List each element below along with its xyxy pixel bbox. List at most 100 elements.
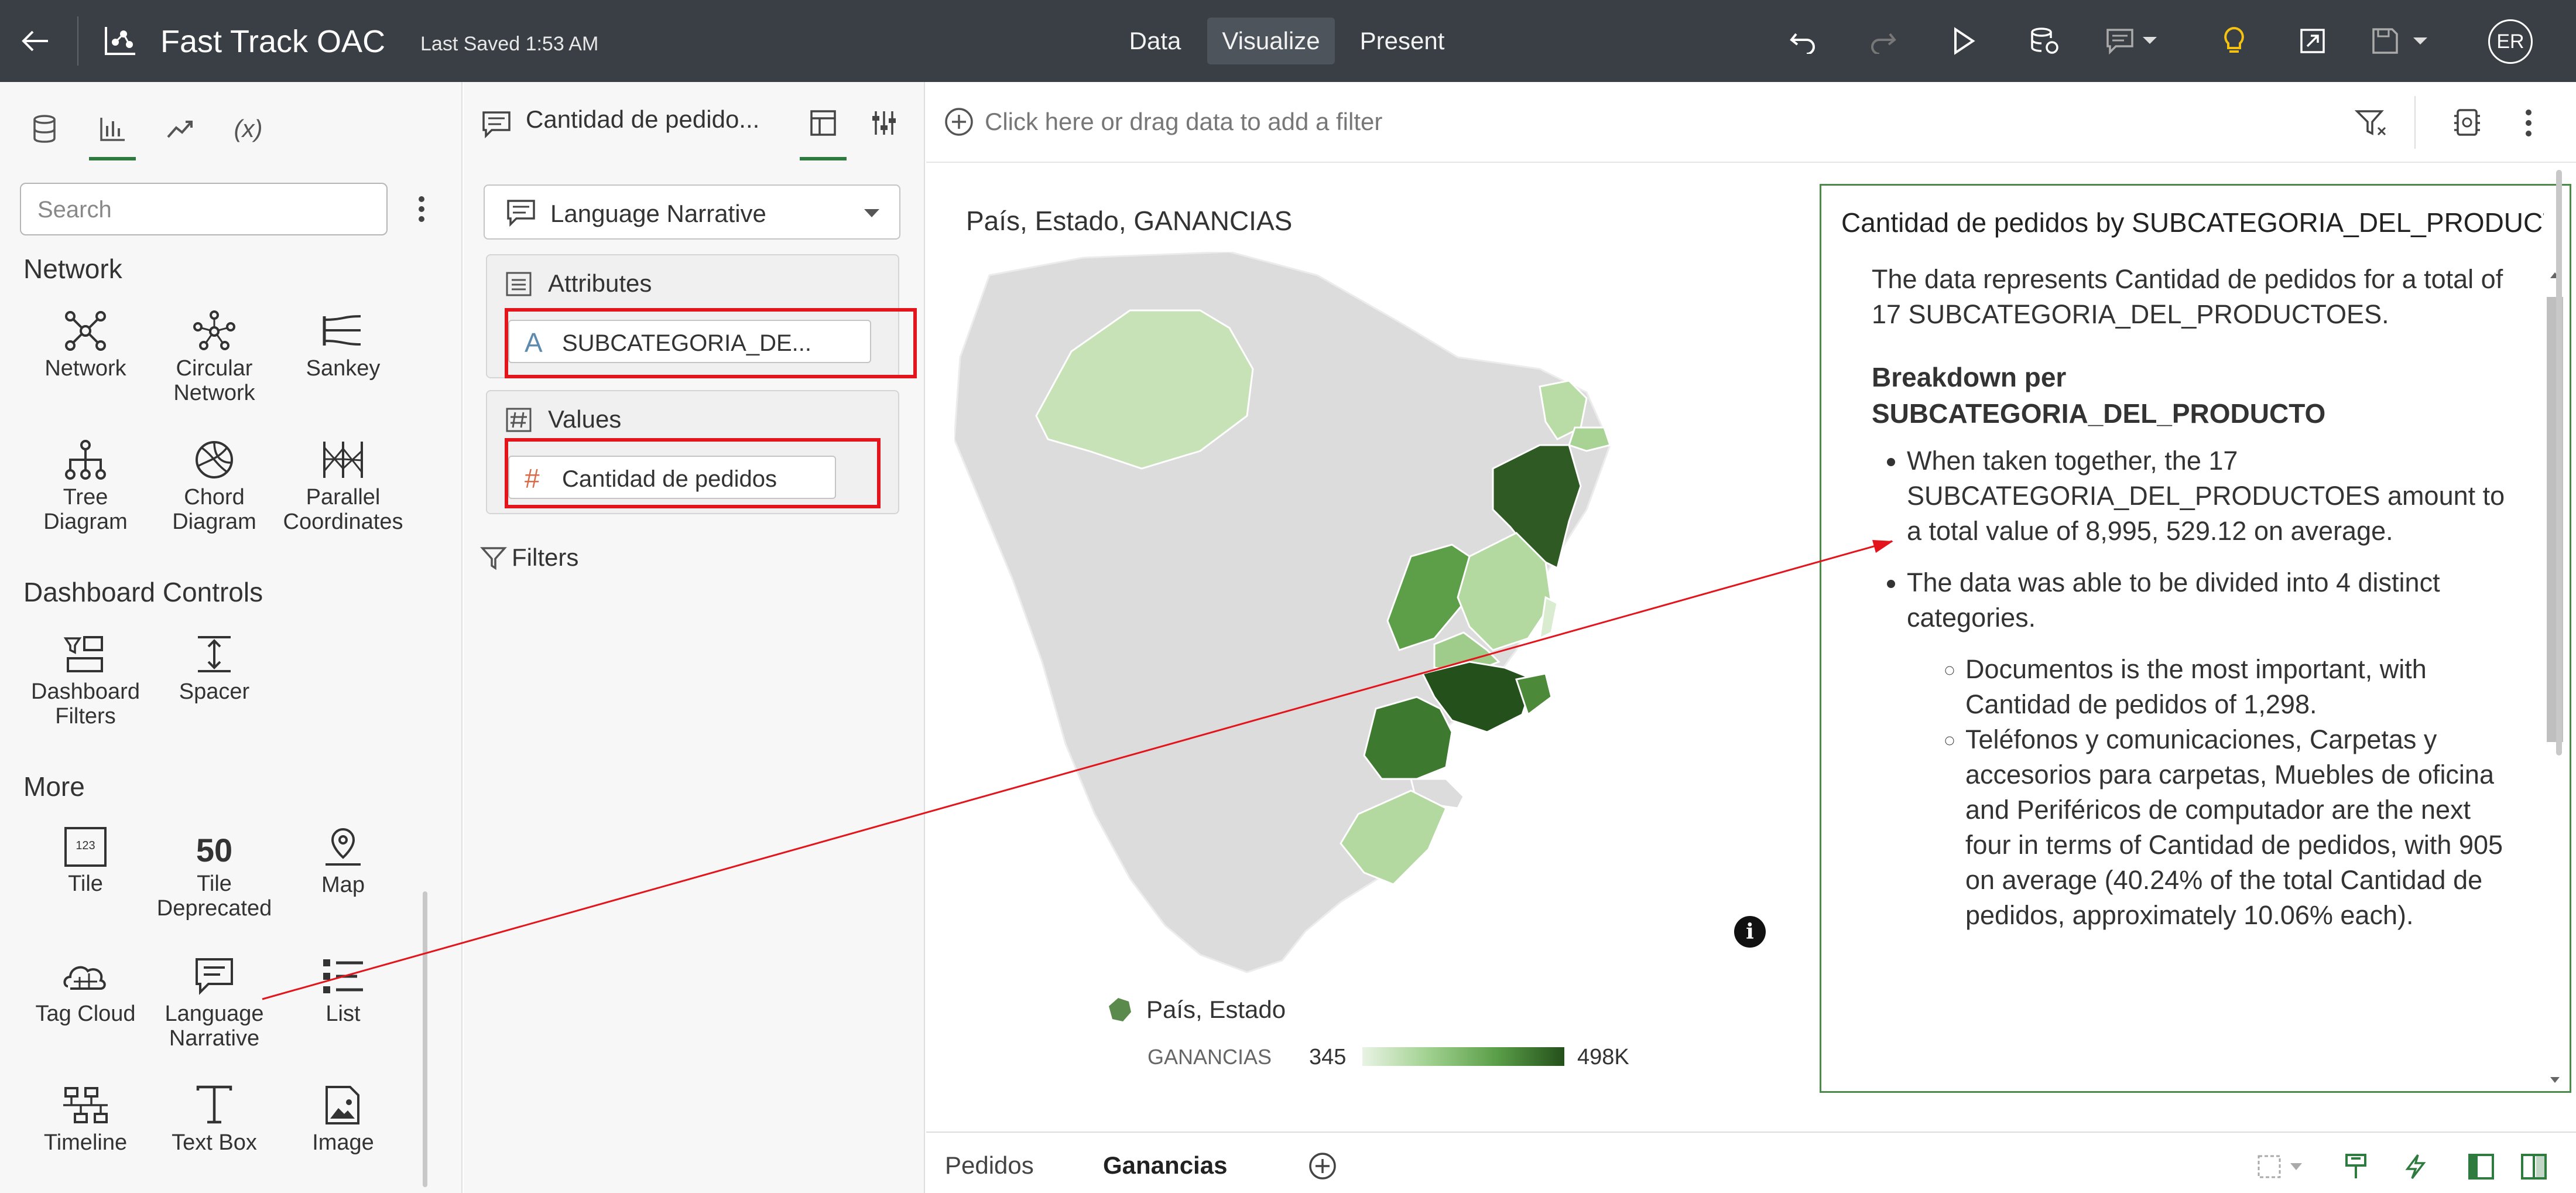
- brush-icon[interactable]: [2343, 1153, 2369, 1181]
- viz-label: Circular Network: [173, 356, 255, 405]
- narrative-intro: The data represents Cantidad de pedidos …: [1872, 264, 2503, 329]
- dashboard-filters-icon: [63, 636, 103, 672]
- chord-diagram-icon: [196, 441, 233, 478]
- highlight-box-value: [505, 438, 881, 508]
- save-icon[interactable]: [2371, 23, 2435, 59]
- grammar-tab-icon[interactable]: [809, 109, 837, 137]
- attributes-icon: [506, 272, 532, 296]
- add-canvas-icon[interactable]: [1308, 1151, 1337, 1181]
- visualization-canvas: País, Estado, GANANCIAS País, Estado GAN…: [926, 164, 2576, 1130]
- viz-tile[interactable]: 123 Tile: [21, 827, 150, 896]
- values-label: Values: [548, 405, 622, 433]
- text-box-icon: [196, 1085, 232, 1124]
- narrative-bullet-text: The data was able to be divided into 4 d…: [1907, 568, 2440, 633]
- chevron-down-icon: [864, 209, 879, 217]
- insights-bulb-icon[interactable]: [2217, 23, 2252, 59]
- narrative-viz-icon: [507, 200, 535, 227]
- sankey-icon: [323, 315, 361, 346]
- legend-measure: GANANCIAS: [1147, 1045, 1272, 1069]
- region-parana: [1363, 696, 1453, 780]
- narrative-scrollbar[interactable]: [2544, 262, 2565, 1091]
- back-arrow-icon[interactable]: [16, 22, 54, 60]
- viz-type-dropdown[interactable]: Language Narrative: [484, 184, 900, 240]
- viz-label: Tile Deprecated: [156, 871, 272, 921]
- undo-icon[interactable]: [1786, 23, 1821, 59]
- data-icon[interactable]: [21, 105, 68, 152]
- filters-label[interactable]: Filters: [512, 543, 579, 571]
- viz-spacer[interactable]: Spacer: [150, 634, 279, 704]
- parallel-coordinates-icon: [323, 442, 363, 478]
- viz-label: Dashboard Filters: [31, 679, 140, 729]
- viz-map[interactable]: Map: [279, 827, 407, 897]
- nav-present[interactable]: Present: [1359, 27, 1445, 54]
- viz-network[interactable]: Network: [21, 310, 150, 381]
- analytics-icon[interactable]: [157, 105, 204, 152]
- visualizations-icon[interactable]: [89, 105, 136, 152]
- layout-grid-icon[interactable]: [2256, 1154, 2309, 1180]
- comment-icon[interactable]: [2105, 23, 2164, 59]
- viz-language-narrative[interactable]: Language Narrative: [150, 956, 279, 1051]
- viz-dashboard-filters[interactable]: Dashboard Filters: [21, 634, 150, 729]
- toggle-right-panel-icon[interactable]: [2520, 1153, 2548, 1181]
- add-filter-icon[interactable]: [944, 107, 974, 137]
- nav-visualize[interactable]: Visualize: [1207, 18, 1335, 64]
- map-pin-icon: [326, 828, 361, 866]
- export-icon[interactable]: [2295, 23, 2330, 59]
- viz-list[interactable]: List: [279, 956, 407, 1026]
- play-icon[interactable]: [1946, 23, 1981, 59]
- user-avatar[interactable]: ER: [2488, 19, 2533, 64]
- attribute-pill[interactable]: A SUBCATEGORIA_DE...: [508, 320, 871, 363]
- viz-circular-network[interactable]: Circular Network: [150, 310, 279, 405]
- language-narrative-viz[interactable]: Cantidad de pedidos by SUBCATEGORIA_DEL_…: [1820, 184, 2571, 1093]
- active-tab-indicator: [800, 157, 847, 160]
- viz-tile-deprecated[interactable]: 50 Tile Deprecated: [150, 827, 279, 921]
- viz-chord-diagram[interactable]: Chord Diagram: [150, 439, 279, 534]
- viz-tag-cloud[interactable]: Tag Cloud: [21, 956, 150, 1026]
- viz-tree-diagram[interactable]: Tree Diagram: [21, 439, 150, 534]
- viz-text-box[interactable]: Text Box: [150, 1085, 279, 1155]
- filter-settings-icon[interactable]: [2355, 108, 2386, 137]
- canvas-menu-icon[interactable]: [2520, 108, 2537, 139]
- info-icon[interactable]: i: [1734, 916, 1766, 948]
- grammar-viz-title: Cantidad de pedido...: [526, 105, 760, 133]
- calculations-tab[interactable]: (x): [234, 115, 263, 142]
- viz-sankey[interactable]: Sankey: [279, 310, 407, 381]
- legend-max-value: 498K: [1577, 1045, 1629, 1069]
- viz-label: Chord Diagram: [172, 485, 256, 534]
- search-input[interactable]: Search: [20, 183, 388, 235]
- values-dropzone[interactable]: Values # Cantidad de pedidos: [486, 390, 899, 514]
- auto-apply-icon[interactable]: [2403, 1153, 2428, 1181]
- data-panel: (x) Search Network Network Circular Netw…: [0, 82, 463, 1193]
- attributes-dropzone[interactable]: Attributes A SUBCATEGORIA_DE...: [486, 254, 899, 378]
- refresh-data-icon[interactable]: [2027, 23, 2062, 59]
- viz-label: Tree Diagram: [43, 485, 128, 534]
- viz-parallel-coordinates[interactable]: Parallel Coordinates: [279, 439, 407, 534]
- more-options-icon[interactable]: [410, 189, 433, 230]
- tile-icon: 123: [64, 827, 107, 867]
- legend-shape-icon: [1109, 998, 1131, 1021]
- values-icon: [506, 408, 532, 432]
- properties-tab-icon[interactable]: [870, 109, 898, 137]
- canvas-scrollbar[interactable]: [2556, 170, 2562, 756]
- viz-label: Network: [44, 356, 126, 381]
- data-actions-icon[interactable]: [2452, 107, 2482, 138]
- workbook-title[interactable]: Fast Track OAC: [160, 24, 386, 59]
- nav-data[interactable]: Data: [1129, 27, 1181, 54]
- canvas-tab-ganancias[interactable]: Ganancias: [1103, 1151, 1228, 1179]
- toggle-left-panel-icon[interactable]: [2467, 1153, 2495, 1181]
- region-amazonas: [1035, 309, 1254, 470]
- narrative-viz-icon: [482, 111, 511, 138]
- viz-label: Timeline: [43, 1130, 128, 1155]
- panel-scrollbar[interactable]: [423, 891, 427, 1187]
- viz-timeline[interactable]: Timeline: [21, 1085, 150, 1155]
- brazil-choropleth-map[interactable]: [954, 252, 1616, 978]
- filter-placeholder[interactable]: Click here or drag data to add a filter: [985, 108, 1383, 135]
- value-pill[interactable]: # Cantidad de pedidos: [508, 456, 836, 499]
- scroll-down-icon[interactable]: [2549, 1076, 2561, 1084]
- viz-image[interactable]: Image: [279, 1085, 407, 1155]
- timeline-icon: [63, 1087, 108, 1123]
- viz-label: Language Narrative: [165, 1001, 264, 1051]
- legend-min-value: 345: [1309, 1045, 1347, 1069]
- redo-icon[interactable]: [1865, 23, 1900, 59]
- canvas-tab-pedidos[interactable]: Pedidos: [945, 1151, 1034, 1179]
